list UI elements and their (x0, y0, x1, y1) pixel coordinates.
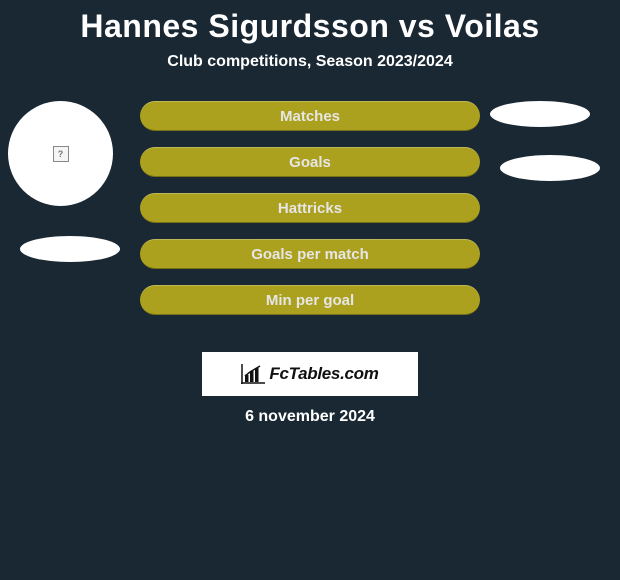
brand-inner: FcTables.com (241, 364, 378, 384)
stat-bars: Matches Goals Hattricks Goals per match … (140, 101, 480, 331)
decorative-oval-left (20, 236, 120, 262)
decorative-oval-right-1 (490, 101, 590, 127)
brand-text: FcTables.com (269, 364, 378, 384)
page-title: Hannes Sigurdsson vs Voilas (0, 0, 620, 45)
decorative-oval-right-2 (500, 155, 600, 181)
stat-bar-min-per-goal: Min per goal (140, 285, 480, 315)
stat-bar-goals: Goals (140, 147, 480, 177)
brand-badge: FcTables.com (202, 352, 418, 396)
comparison-chart: Matches Goals Hattricks Goals per match … (0, 101, 620, 361)
player-left-avatar (8, 101, 113, 206)
stat-bar-hattricks: Hattricks (140, 193, 480, 223)
bar-chart-icon (241, 364, 265, 384)
stat-bar-matches: Matches (140, 101, 480, 131)
stat-bar-goals-per-match: Goals per match (140, 239, 480, 269)
date-label: 6 november 2024 (0, 408, 620, 426)
subtitle: Club competitions, Season 2023/2024 (0, 53, 620, 71)
broken-image-icon (53, 146, 69, 162)
